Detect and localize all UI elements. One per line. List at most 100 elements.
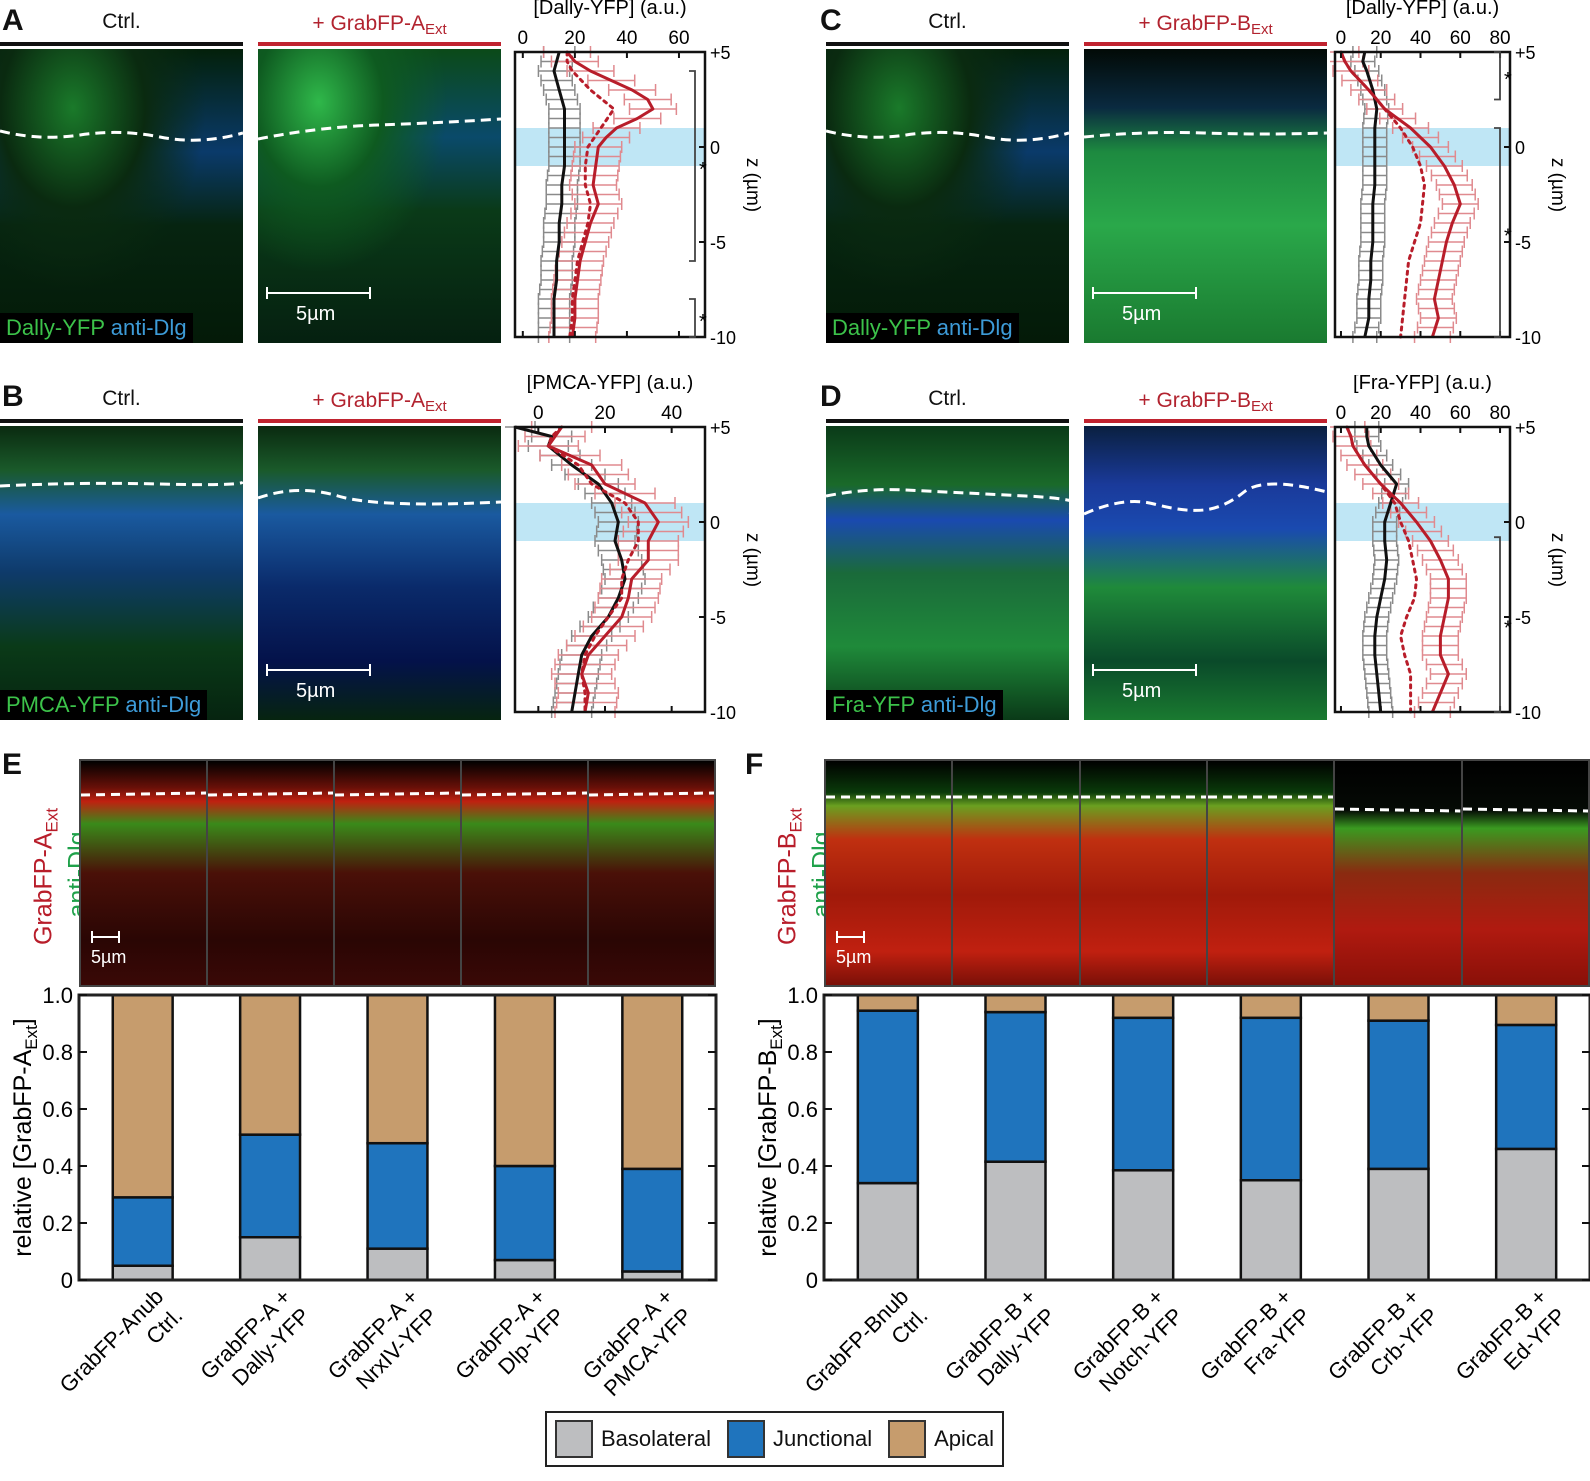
- y-tick-label: 0.4: [787, 1154, 818, 1179]
- bar-segment-junctional: [1239, 1016, 1303, 1182]
- bar-segment-apical: [366, 993, 429, 1145]
- apical-boundary-line: [462, 791, 587, 797]
- y-tick-label: +5: [710, 43, 731, 63]
- y-axis-label-sub: Ext: [767, 1025, 786, 1050]
- caption-green-label: Dally-YFP: [6, 315, 105, 340]
- panel-label-c: C: [820, 4, 842, 37]
- significance-star: *: [699, 311, 707, 333]
- bar-segment-junctional: [984, 1010, 1047, 1163]
- bar-segment-junctional: [856, 1009, 920, 1185]
- micrograph-tile: 5µm: [81, 761, 206, 985]
- micrograph-b-treat: 5µm: [258, 426, 501, 720]
- scale-bar: 5µm: [266, 664, 376, 704]
- x-tick-label: 40: [661, 403, 682, 424]
- y-tick-label: 0: [1515, 138, 1525, 158]
- y-axis-label-prefix: relative [GrabFP-B: [754, 1050, 782, 1257]
- legend-label: Basolateral: [600, 1426, 712, 1451]
- legend-item-basolateral: Basolateral: [554, 1420, 712, 1458]
- bar-segment-junctional: [621, 1167, 684, 1273]
- apical-boundary-line: [826, 488, 1069, 514]
- micrograph-caption: Dally-YFP anti-Dlg: [0, 313, 193, 343]
- scale-bar: 5µm: [1092, 664, 1202, 704]
- x-tick-label: 20: [1370, 28, 1391, 49]
- x-tick-label: 0: [533, 403, 544, 424]
- caption-blue-label: anti-Dlg: [936, 315, 1013, 340]
- y-tick-label: +5: [710, 418, 731, 438]
- micrograph-caption: Fra-YFP anti-Dlg: [826, 690, 1003, 720]
- series-line-grabfp-b-ext: [1339, 51, 1462, 338]
- panel-c-ctrl-header: Ctrl.: [928, 10, 967, 33]
- bar-segment-junctional: [493, 1164, 557, 1262]
- panel-label-b: B: [2, 380, 24, 413]
- y-tick-label: 0.2: [787, 1211, 818, 1236]
- bar-segment-junctional: [238, 1133, 302, 1239]
- profile-chart-a: [Dally-YFP] (a.u.)0 20 40 60+50-5-10z (µm)*…: [513, 0, 763, 348]
- caption-blue-label: anti-Dlg: [125, 692, 202, 717]
- chart-title: [Fra-YFP] (a.u.): [1353, 375, 1492, 394]
- x-tick-label: GrabFP-A +Dlp-YFP: [450, 1284, 569, 1384]
- x-tick-label: GrabFP-B +Fra-YFP: [1195, 1284, 1315, 1385]
- series-line-ctrl-: [1365, 427, 1399, 713]
- significance-star: *: [699, 159, 707, 181]
- panel-e-channel-label: GrabFP-AExt anti-Dlg: [6, 790, 92, 970]
- scale-bar-label: 5µm: [296, 680, 336, 702]
- micrograph-c-treat: 5µm: [1084, 49, 1327, 343]
- series-line-ctrl-: [514, 425, 627, 713]
- caption-green-label: Dally-YFP: [832, 315, 931, 340]
- y-tick-label: 0.4: [42, 1154, 73, 1179]
- micrograph-b-ctrl: PMCA-YFP anti-Dlg: [0, 426, 243, 720]
- channel-red-sub: Ext: [786, 807, 806, 833]
- series-line-grabfp-a-ext-bound-: [546, 425, 640, 714]
- legend-swatch: [727, 1420, 766, 1458]
- profile-chart-d: [Fra-YFP] (a.u.) 0 20 40 60 80+5 0 -5 -10 z (µm) *: [1330, 375, 1568, 723]
- treat-prefix: + GrabFP-A: [312, 12, 425, 35]
- y-axis-label: z (µm): [1547, 158, 1568, 212]
- micrograph-tile: [953, 761, 1079, 985]
- x-tick-label: 60: [1450, 403, 1471, 424]
- chart-legend: Basolateral Junctional Apical: [545, 1411, 1004, 1467]
- caption-blue-label: anti-Dlg: [920, 692, 997, 717]
- micrograph-tile: [1080, 761, 1206, 985]
- bar-segment-basolateral: [1239, 1179, 1303, 1282]
- significance-star: *: [1504, 618, 1512, 640]
- apical-boundary-line: [1335, 807, 1461, 813]
- y-tick-label: 0.6: [787, 1097, 818, 1122]
- y-tick-label: 1.0: [787, 985, 818, 1008]
- panel-d-treat-rule: [1084, 419, 1327, 423]
- apical-boundary-line: [81, 791, 206, 797]
- series-line-grabfp-a-ext-bound-: [565, 50, 616, 339]
- bar-segment-apical: [111, 993, 174, 1199]
- scale-bar-label: 5µm: [91, 947, 127, 967]
- legend-label: Junctional: [773, 1426, 873, 1451]
- bar-segment-apical: [856, 993, 920, 1012]
- y-axis-label: relative [GrabFP-AExt]: [9, 1018, 41, 1257]
- series-line-grabfp-a-ext: [546, 426, 660, 713]
- y-tick-label: -5: [1515, 608, 1531, 628]
- y-tick-label: 0.8: [787, 1040, 818, 1065]
- apical-boundary-line: [0, 129, 243, 142]
- micrograph-tile: [589, 761, 714, 985]
- x-tick-label: 60: [668, 28, 689, 49]
- bar-segment-basolateral: [238, 1236, 302, 1282]
- panel-label-f: F: [745, 748, 764, 781]
- profile-chart-b: [PMCA-YFP] (a.u.) 0 20 40 +5 0 -5 -10 z (µm): [505, 375, 763, 723]
- scale-bar-label: 5µm: [1122, 303, 1162, 325]
- panel-f-channel-label: GrabFP-BExt anti-Dlg: [750, 790, 836, 970]
- scale-bar-label: 5µm: [1122, 680, 1162, 702]
- x-tick-label: 0: [1336, 28, 1347, 49]
- y-axis-label-prefix: relative [GrabFP-A: [9, 1049, 37, 1256]
- y-tick-label: 0: [710, 138, 720, 158]
- panel-b-treat-rule: [258, 419, 501, 423]
- x-tick-label: 80: [1489, 28, 1510, 49]
- legend-item-apical: Apical: [888, 1420, 994, 1458]
- panel-c-ctrl-rule: [826, 42, 1069, 46]
- scale-bar: 5µm: [1092, 287, 1202, 327]
- apical-boundary-line: [0, 480, 243, 488]
- x-tick-label: 20: [564, 28, 585, 49]
- panel-label-d: D: [820, 380, 842, 413]
- apical-boundary-line: [1207, 795, 1334, 799]
- panel-a-ctrl-rule: [0, 42, 243, 46]
- apical-boundary-line: [953, 795, 1079, 799]
- scale-bar: 5µm: [91, 931, 141, 971]
- y-tick-label: 0.2: [42, 1211, 73, 1236]
